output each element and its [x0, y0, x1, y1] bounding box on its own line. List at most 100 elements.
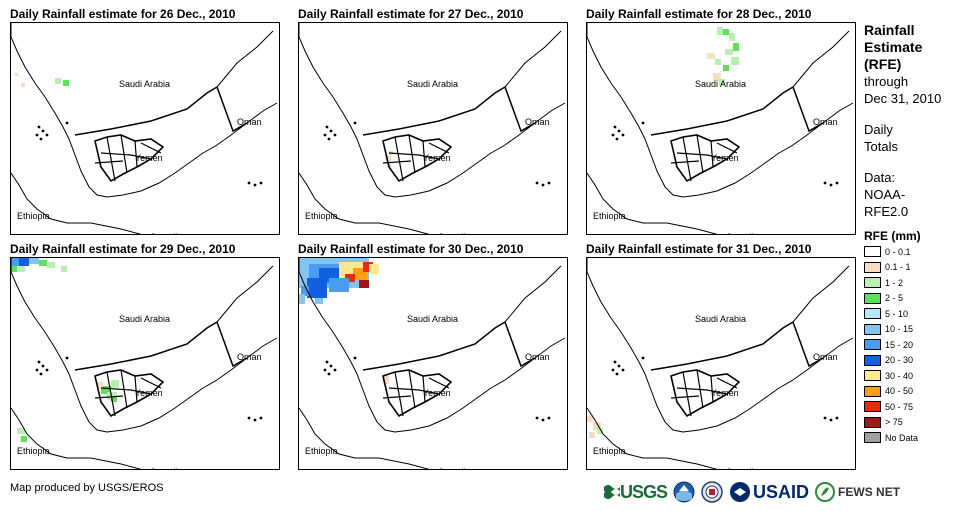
island [541, 418, 545, 422]
legend-class-label: 0.1 - 1 [885, 262, 911, 273]
legend-rfe-title: RFE (mm) [864, 229, 921, 243]
fews-logo: FEWS NET [815, 480, 900, 504]
map-panel: Daily Rainfall estimate for 26 Dec., 201… [10, 7, 280, 235]
map-graphic [11, 23, 278, 234]
oman-coast [504, 30, 562, 88]
dhs-logo [701, 480, 723, 504]
rainfall-cell [101, 386, 111, 394]
rainfall-cell [63, 80, 69, 86]
rainfall-cell [597, 428, 603, 434]
governorate-border [710, 140, 714, 168]
map-frame: Saudi Arabia Oman Yemen Ethiopia Somalia [298, 22, 568, 235]
governorate-border [120, 134, 128, 174]
legend-class-label: 50 - 75 [885, 401, 914, 412]
oman-border [792, 86, 824, 133]
legend-row: 2 - 5 [864, 291, 964, 307]
noaa-logo [673, 480, 695, 504]
map-panel-title: Daily Rainfall estimate for 30 Dec., 201… [298, 242, 524, 256]
rainfall-cell [359, 280, 369, 288]
governorate-border [388, 152, 440, 160]
country-label-oman: Oman [237, 352, 262, 362]
country-label-ethiopia: Ethiopia [17, 211, 50, 221]
map-frame: Saudi Arabia Oman Yemen Ethiopia Somalia [586, 22, 856, 235]
map-panel-title: Daily Rainfall estimate for 27 Dec., 201… [298, 7, 524, 21]
island [65, 121, 69, 125]
legend-row: > 75 [864, 415, 964, 431]
legend-row: No Data [864, 430, 964, 446]
governorate-border [670, 395, 700, 399]
island [325, 360, 329, 364]
island [37, 360, 41, 364]
country-label-saudi: Saudi Arabia [119, 79, 171, 89]
legend-class-label: 0 - 0.1 [885, 246, 911, 257]
legend-class-label: > 75 [885, 417, 903, 428]
legend-through: through [864, 74, 909, 89]
country-label-saudi: Saudi Arabia [695, 79, 747, 89]
governorate-border [716, 142, 738, 154]
legend-swatch [864, 308, 881, 320]
rainfall-cell [723, 65, 729, 71]
island [621, 368, 625, 372]
country-label-saudi: Saudi Arabia [695, 314, 747, 324]
island [547, 416, 551, 420]
island [325, 125, 329, 129]
rainfall-cell [707, 53, 715, 59]
map-panel: Daily Rainfall estimate for 28 Dec., 201… [586, 7, 856, 235]
country-label-oman: Oman [525, 352, 550, 362]
governorate-border [696, 134, 704, 174]
governorate-border [682, 136, 692, 182]
saudi-yemen-border [74, 86, 218, 136]
coastline [11, 23, 278, 198]
legend-swatch [864, 277, 881, 289]
country-label-somalia: Somalia [150, 467, 183, 469]
country-label-yemen: Yemen [711, 388, 739, 398]
island [535, 181, 539, 185]
oman-border [504, 86, 536, 133]
legend-row: 30 - 40 [864, 368, 964, 384]
governorate-border [100, 152, 152, 160]
rainfall-cell [729, 33, 735, 41]
governorate-border [388, 387, 440, 395]
rainfall-cell [383, 376, 389, 384]
governorate-border [676, 152, 728, 160]
rainfall-cell [731, 57, 739, 65]
map-panel-title: Daily Rainfall estimate for 26 Dec., 201… [10, 7, 236, 21]
country-label-somalia: Somalia [438, 467, 471, 469]
governorate-border [94, 395, 124, 399]
map-panel-title: Daily Rainfall estimate for 31 Dec., 201… [586, 242, 812, 256]
country-label-somalia: Somalia [150, 232, 183, 234]
governorate-border [394, 371, 404, 417]
island [641, 121, 645, 125]
rainfall-cell [11, 258, 19, 266]
island [333, 368, 337, 372]
island [35, 368, 39, 372]
governorate-border [394, 136, 404, 182]
map-graphic [11, 258, 278, 469]
rainfall-cell [723, 29, 729, 35]
usgs-logo: USGS [604, 480, 668, 504]
legend-totals-line1: Daily [864, 122, 893, 137]
rainfall-cell [97, 382, 103, 388]
governorate-border [134, 140, 138, 168]
country-label-oman: Oman [525, 117, 550, 127]
legend-data-line2: NOAA- [864, 187, 906, 202]
oman-coast [504, 265, 562, 323]
governorate-border [428, 142, 450, 154]
country-label-oman: Oman [237, 117, 262, 127]
island [613, 360, 617, 364]
rainfall-cell [307, 278, 327, 298]
africa-coastline [299, 407, 430, 469]
rainfall-cell [15, 73, 18, 76]
legend-data-line3: RFE2.0 [864, 204, 909, 219]
legend-row: 5 - 10 [864, 306, 964, 322]
governorate-border [408, 369, 416, 409]
governorate-border [428, 377, 450, 389]
governorate-border [140, 142, 162, 154]
rainfall-cell [589, 432, 595, 438]
legend-swatch [864, 246, 881, 258]
country-label-yemen: Yemen [423, 153, 451, 163]
island [329, 129, 333, 133]
map-graphic [587, 23, 854, 234]
coastline [299, 258, 566, 433]
country-label-yemen: Yemen [135, 388, 163, 398]
